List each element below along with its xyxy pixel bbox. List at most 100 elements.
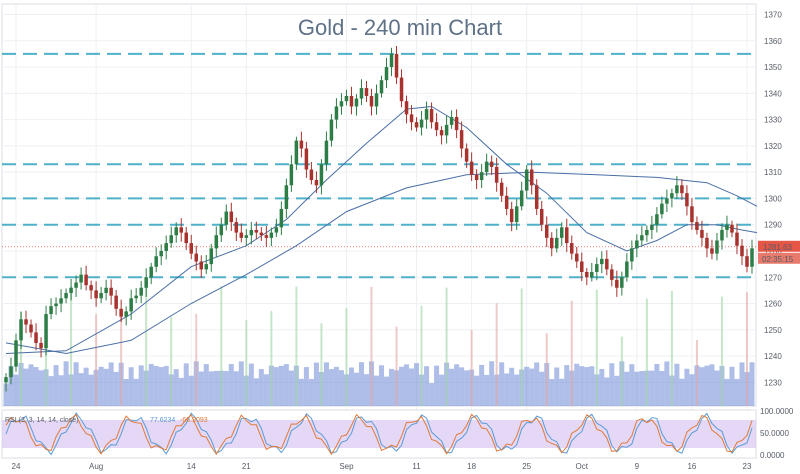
price-axis-label: 1320 [764,142,782,151]
candle-body [149,266,153,278]
volume-spike [45,319,48,406]
volume-bar [504,373,510,406]
volume-bar [579,366,585,406]
candle-body [534,185,539,209]
chart-title: Gold - 240 min Chart [298,15,502,40]
candle-body [620,277,624,288]
volume-spike [170,317,173,406]
volume-bar [33,367,39,406]
volume-bar [363,374,369,406]
volume-bar [323,362,329,406]
volume-bar [148,363,154,406]
candle-body [680,185,684,194]
volume-bar [389,368,395,406]
volume-bar [353,372,359,406]
time-axis-label: 9 [635,462,640,471]
candle-body [695,222,699,230]
candle-body [369,95,374,107]
volume-bar [609,363,615,406]
candle-body [204,264,209,270]
oscillator-d-value: -66.9093 [180,417,208,424]
candle-body [379,80,384,94]
candle-body [259,232,264,236]
candle-body [114,295,118,309]
candle-body [449,116,454,125]
candle-body [344,95,349,102]
volume-bar [13,374,19,406]
volume-bar [699,367,705,406]
volume-bar [524,366,530,406]
candle-body [84,274,88,286]
candle-body [499,182,504,196]
volume-spike [145,286,148,406]
candle-body [509,208,514,223]
price-axis-label: 1270 [764,273,782,282]
volume-bar [599,368,605,406]
volume-bar [714,370,720,406]
current-price-tag [758,240,800,252]
volume-spike [295,286,298,406]
candle-body [434,122,439,131]
candle-body [229,211,234,223]
volume-bar [373,375,379,406]
candle-body [469,161,474,175]
volume-bar [429,383,435,406]
candle-body [94,290,98,299]
volume-bar [113,371,119,406]
volume-bar [228,364,234,406]
candle-body [104,287,108,294]
volume-spike [270,311,273,406]
volume-spike [95,314,98,406]
candle-body [304,148,309,170]
volume-bar [654,363,660,406]
candle-body [549,237,554,249]
candle-body [710,248,714,254]
time-axis-label: 16 [687,462,696,471]
volume-spike [495,303,498,406]
price-axis-label: 1230 [764,378,782,387]
volume-bar [138,365,144,406]
candle-body [544,224,549,238]
time-axis-label: Oct [576,462,589,471]
volume-spike [645,298,648,406]
candle-body [615,279,619,288]
candle-body [144,277,148,288]
volume-bar [63,361,69,406]
candle-body [354,98,359,107]
volume-bar [198,371,204,406]
candle-body [595,264,599,272]
volume-bar [178,377,184,406]
volume-bar [23,368,29,406]
volume-bar [203,364,209,406]
volume-bar [439,374,445,406]
price-pane [1,3,757,407]
candle-body [9,366,13,378]
candle-body [404,101,409,115]
candle-body [745,256,749,267]
volume-bar [484,374,490,406]
candle-body [705,237,709,249]
volume-bar [133,378,139,406]
candle-body [630,248,634,262]
candle-body [194,253,199,262]
volume-bar [664,361,670,406]
volume-bar [624,371,630,406]
volume-bar [614,375,620,406]
oscillator-axis-label: 100.0000 [760,407,794,416]
volume-bar [98,366,104,406]
candle-body [454,116,459,131]
volume-spike [470,329,473,406]
candle-body [294,140,299,165]
volume-bar [208,371,214,406]
volume-bar [549,379,555,406]
volume-bar [574,363,580,406]
candle-body [314,180,319,186]
volume-spike [120,316,123,406]
time-axis-label: 14 [187,462,196,471]
volume-bar [739,362,745,406]
candle-body [700,229,704,238]
volume-bar [88,374,94,406]
candle-body [479,172,484,181]
candle-body [279,208,284,228]
